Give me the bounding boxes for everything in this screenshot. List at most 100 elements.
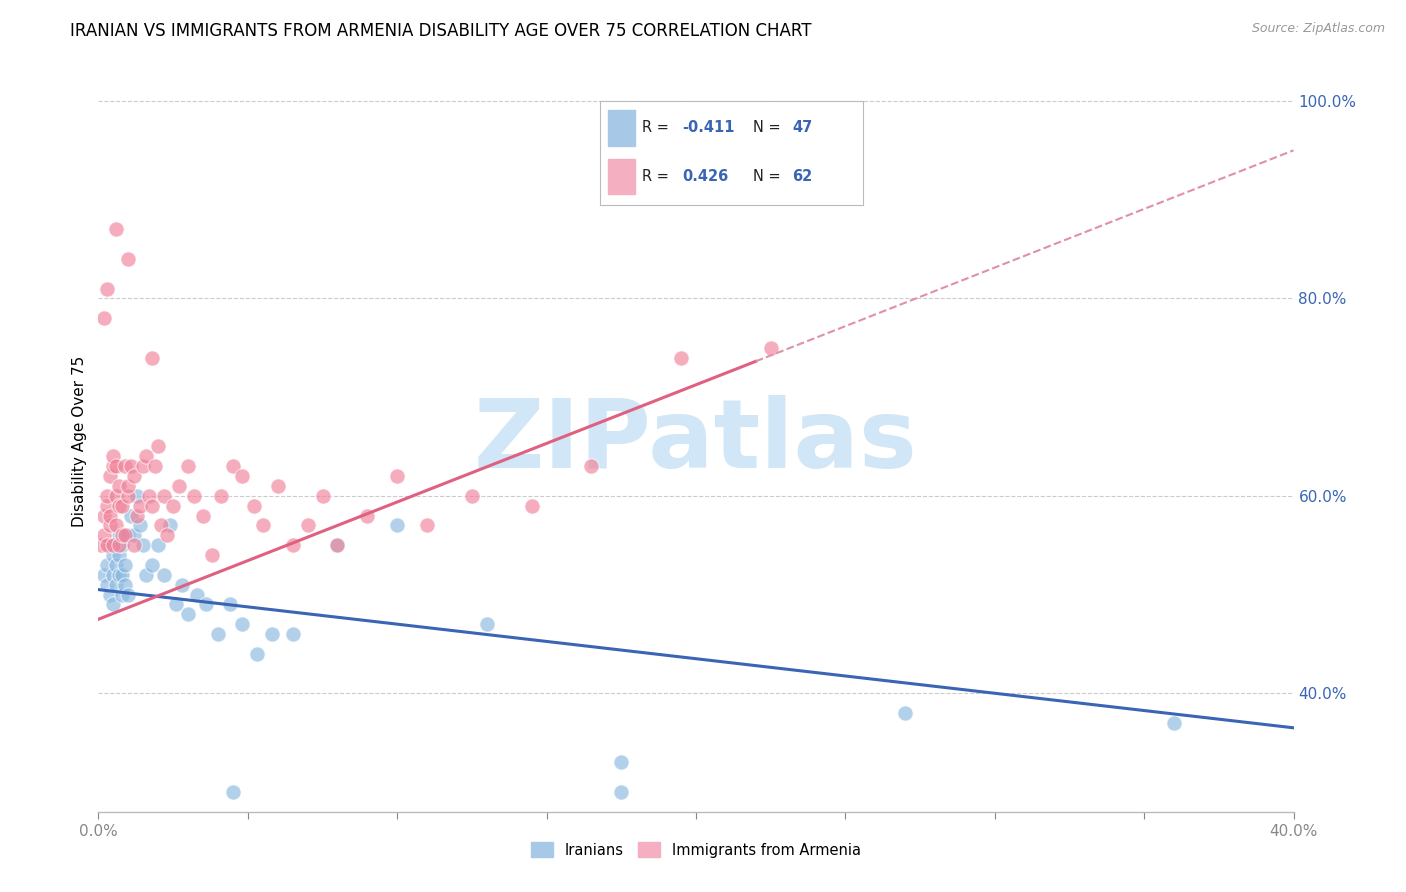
Point [385,518,409,533]
Point [191,508,214,523]
Point [124,538,146,552]
Point [135,567,157,582]
Point [246,647,269,661]
Point [201,548,224,562]
Point [105,459,128,474]
Point [326,538,349,552]
Point [165,598,187,612]
Point [167,479,190,493]
Point [610,785,633,799]
Point [1163,715,1185,730]
Point [138,489,160,503]
Point [108,528,131,542]
Point [117,528,139,542]
Point [141,558,163,572]
Point [114,459,136,474]
Point [108,548,131,562]
Point [111,528,134,542]
Point [311,489,333,503]
Point [96,538,118,552]
Point [93,567,115,582]
Point [105,222,128,236]
Text: Source: ZipAtlas.com: Source: ZipAtlas.com [1251,22,1385,36]
Point [260,627,283,641]
Point [416,518,439,533]
Point [129,499,152,513]
Point [356,508,378,523]
Point [98,508,122,523]
Point [132,459,155,474]
Point [103,538,125,552]
Point [156,528,179,542]
Point [267,479,290,493]
Point [93,508,115,523]
Point [243,499,266,513]
Point [177,607,200,622]
Point [103,567,125,582]
Point [162,499,184,513]
Point [669,351,692,365]
Point [96,489,118,503]
Point [150,518,173,533]
Point [114,558,136,572]
Point [111,538,134,552]
Point [894,706,917,720]
Point [281,627,304,641]
Point [581,459,603,474]
Point [103,450,125,464]
Point [385,469,409,483]
Point [141,351,163,365]
Point [153,567,176,582]
Point [297,518,319,533]
Point [759,341,782,355]
Point [127,489,149,503]
Point [111,499,134,513]
Point [195,598,218,612]
Point [111,567,134,582]
Point [105,518,128,533]
Point [231,617,253,632]
Point [461,489,484,503]
Point [124,469,146,483]
Point [93,311,115,326]
Text: IRANIAN VS IMMIGRANTS FROM ARMENIA DISABILITY AGE OVER 75 CORRELATION CHART: IRANIAN VS IMMIGRANTS FROM ARMENIA DISAB… [70,22,811,40]
Point [143,459,166,474]
Point [105,577,128,591]
Point [114,528,136,542]
Y-axis label: Disability Age Over 75: Disability Age Over 75 [72,356,87,527]
Point [219,598,242,612]
Point [111,588,134,602]
Point [252,518,274,533]
Point [231,469,253,483]
Point [103,459,125,474]
Point [129,518,152,533]
Point [207,627,229,641]
Point [117,489,139,503]
Point [172,577,194,591]
Point [96,281,118,295]
Point [114,577,136,591]
Point [120,459,142,474]
Point [141,499,163,513]
Point [117,479,139,493]
Point [183,489,205,503]
Point [105,489,128,503]
Legend: Iranians, Immigrants from Armenia: Iranians, Immigrants from Armenia [526,837,866,863]
Point [475,617,498,632]
Point [103,548,125,562]
Point [98,588,122,602]
Text: ZIPatlas: ZIPatlas [474,395,918,488]
Point [96,558,118,572]
Point [148,538,170,552]
Point [105,558,128,572]
Point [103,598,125,612]
Point [610,756,633,770]
Point [108,499,131,513]
Point [153,489,176,503]
Point [209,489,232,503]
Point [222,785,245,799]
Point [326,538,349,552]
Point [127,508,149,523]
Point [98,518,122,533]
Point [520,499,543,513]
